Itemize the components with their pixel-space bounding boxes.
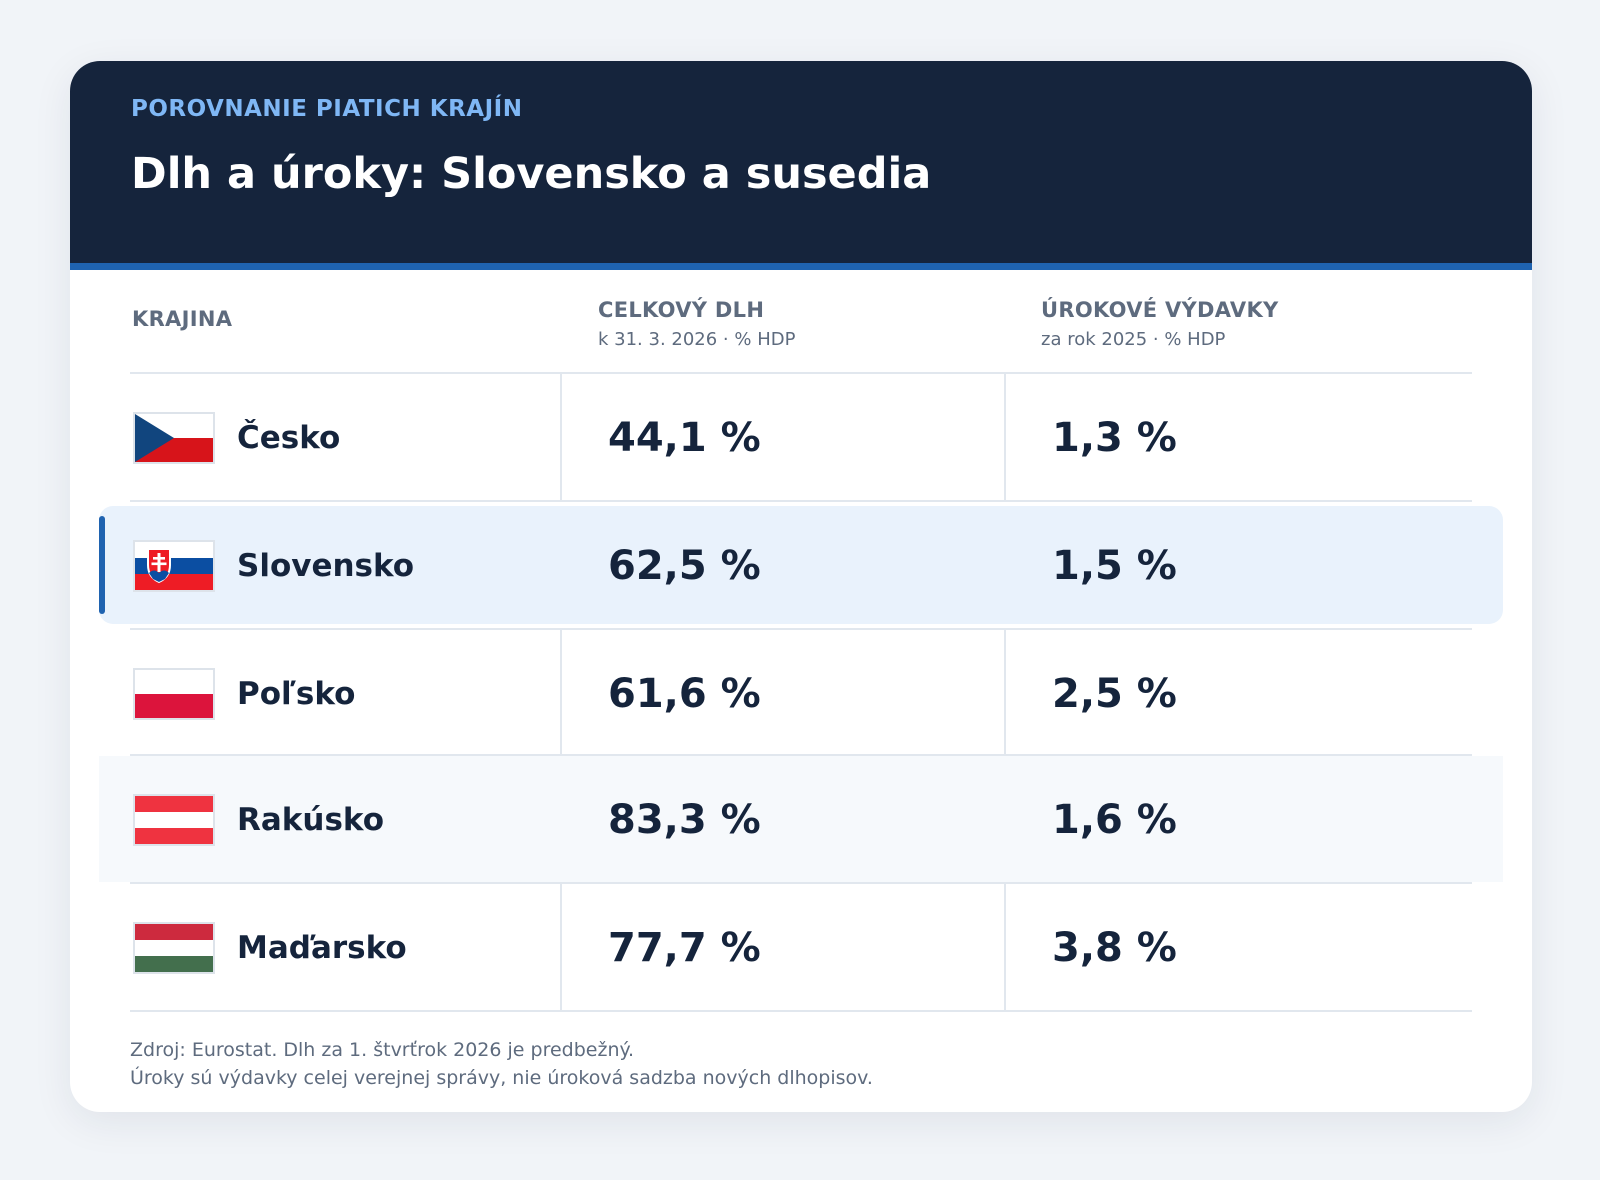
- country-name: Rakúsko: [237, 802, 385, 838]
- country-name: Maďarsko: [237, 930, 407, 966]
- table-row: Poľsko 61,6 % 2,5 %: [130, 628, 1472, 756]
- column-subheader-interest: za rok 2025 · % HDP: [1041, 329, 1226, 350]
- country-name: Česko: [237, 420, 341, 456]
- austrian-flag-icon: [133, 794, 215, 846]
- row-alt-background: [99, 756, 1503, 882]
- slovak-flag-icon: [133, 540, 215, 592]
- eyebrow-label: POROVNANIE PIATICH KRAJÍN: [131, 96, 523, 122]
- debt-value: 77,7 %: [608, 925, 761, 971]
- comparison-card: POROVNANIE PIATICH KRAJÍN Dlh a úroky: S…: [70, 61, 1532, 1112]
- column-divider: [1004, 884, 1006, 1010]
- debt-value: 61,6 %: [608, 671, 761, 717]
- column-divider: [560, 884, 562, 1010]
- country-name: Slovensko: [237, 548, 415, 584]
- czech-flag-icon: [133, 412, 215, 464]
- debt-value: 83,3 %: [608, 797, 761, 843]
- table-row: Rakúsko 83,3 % 1,6 %: [99, 756, 1503, 884]
- column-divider: [1004, 374, 1006, 500]
- debt-value: 62,5 %: [608, 543, 761, 589]
- column-header-interest: ÚROKOVÉ VÝDAVKY: [1041, 298, 1279, 322]
- table-row: Česko 44,1 % 1,3 %: [130, 374, 1472, 502]
- table-header: KRAJINA CELKOVÝ DLH k 31. 3. 2026 · % HD…: [130, 270, 1472, 374]
- column-subheader-debt: k 31. 3. 2026 · % HDP: [598, 329, 796, 350]
- table-row: Maďarsko 77,7 % 3,8 %: [130, 884, 1472, 1012]
- source-note-line: Zdroj: Eurostat. Dlh za 1. štvrťrok 2026…: [130, 1039, 635, 1061]
- interest-value: 1,6 %: [1052, 797, 1177, 843]
- page-title: Dlh a úroky: Slovensko a susedia: [131, 149, 932, 199]
- interest-value: 2,5 %: [1052, 671, 1177, 717]
- highlight-marker: [99, 516, 105, 614]
- interest-value: 3,8 %: [1052, 925, 1177, 971]
- column-divider: [1004, 630, 1006, 754]
- column-divider: [560, 374, 562, 500]
- debt-value: 44,1 %: [608, 415, 761, 461]
- row-highlight: [99, 506, 1503, 624]
- comparison-table: KRAJINA CELKOVÝ DLH k 31. 3. 2026 · % HD…: [99, 270, 1503, 1012]
- column-header-debt: CELKOVÝ DLH: [598, 298, 765, 322]
- polish-flag-icon: [133, 668, 215, 720]
- card-header: POROVNANIE PIATICH KRAJÍN Dlh a úroky: S…: [70, 61, 1532, 270]
- table-row-highlighted: Slovensko 62,5 % 1,5 %: [99, 502, 1503, 630]
- source-note-line: Úroky sú výdavky celej verejnej správy, …: [130, 1067, 873, 1089]
- column-divider: [560, 630, 562, 754]
- table-body: Česko 44,1 % 1,3 %: [99, 374, 1503, 1012]
- hungarian-flag-icon: [133, 922, 215, 974]
- source-note: Zdroj: Eurostat. Dlh za 1. štvrťrok 2026…: [130, 1036, 1472, 1092]
- interest-value: 1,5 %: [1052, 543, 1177, 589]
- country-name: Poľsko: [237, 676, 356, 712]
- column-header-country: KRAJINA: [132, 307, 233, 331]
- interest-value: 1,3 %: [1052, 415, 1177, 461]
